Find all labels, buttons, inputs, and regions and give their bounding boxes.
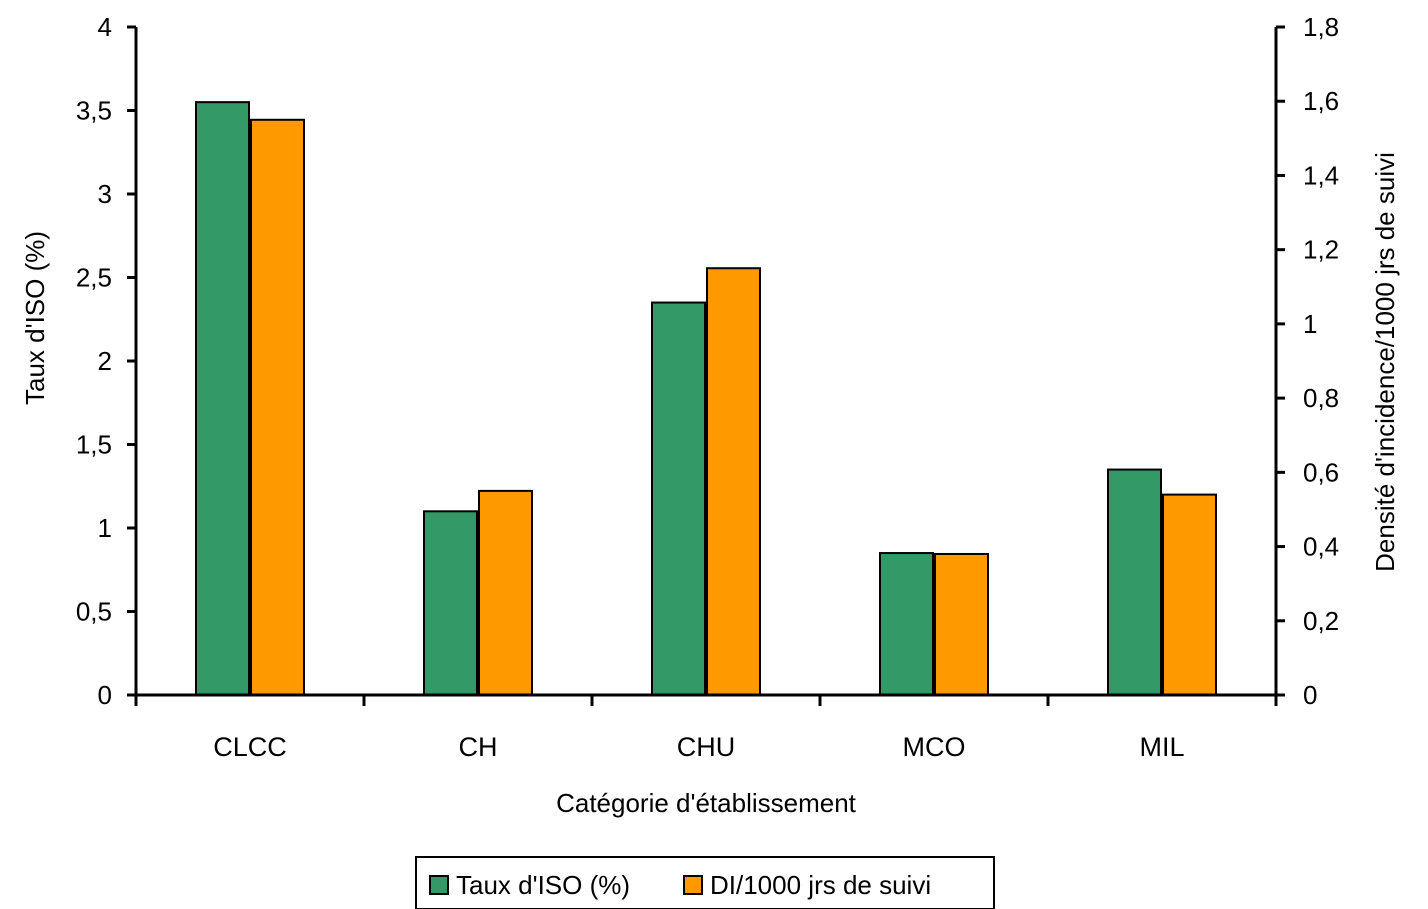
bar-di-clcc (250, 118, 305, 697)
y-tick-label: 4 (98, 12, 112, 42)
bar-iso-ch (423, 510, 478, 696)
y-tick-label: 2,5 (76, 263, 112, 293)
y-tick-label: 0,5 (76, 597, 112, 627)
y2-tick-label: 1,2 (1303, 235, 1339, 265)
bar-iso-mco (879, 552, 934, 696)
y2-tick-label: 1,6 (1303, 86, 1339, 116)
bar-di-mil (1162, 493, 1217, 696)
plot-area: 0 0,5 1 1,5 2 2,5 3 3,5 4 0 0,2 0,4 0,6 0,8 1 1,2 1,4 1,6… (76, 12, 1339, 762)
x-tick-label: MIL (1139, 732, 1184, 762)
legend-swatch-iso (429, 875, 449, 895)
legend: Taux d'ISO (%) DI/1000 jrs de suivi (415, 856, 995, 909)
y-tick-label: 1,5 (76, 430, 112, 460)
y-tick-label: 3,5 (76, 96, 112, 126)
y-tick-label: 0 (98, 680, 112, 710)
y2-tick-label: 0,4 (1303, 532, 1339, 562)
x-tick-label: CHU (677, 732, 736, 762)
y2-tick-label: 0,8 (1303, 383, 1339, 413)
y2-tick-label: 1,8 (1303, 12, 1339, 42)
bar-di-chu (706, 267, 761, 696)
y2-tick-label: 1,4 (1303, 160, 1339, 190)
y-axis-title: Taux d'ISO (%) (20, 231, 50, 405)
x-tick-label: CLCC (213, 732, 287, 762)
x-axis-title: Catégorie d'établissement (556, 788, 857, 818)
y2-tick-label: 0 (1303, 680, 1317, 710)
legend-box (415, 856, 995, 909)
bar-iso-chu (651, 301, 706, 696)
legend-label-di: DI/1000 jrs de suivi (710, 870, 931, 900)
legend-swatch-di (683, 875, 703, 895)
x-tick-label: CH (459, 732, 498, 762)
bar-di-ch (478, 489, 533, 696)
y2-tick-label: 0,6 (1303, 457, 1339, 487)
x-tick-label: MCO (903, 732, 966, 762)
y2-axis-title: Densité d'incidence/1000 jrs de suivi (1370, 152, 1400, 572)
y-tick-label: 2 (98, 346, 112, 376)
bar-di-mco (934, 552, 989, 696)
y2-tick-label: 1 (1303, 309, 1317, 339)
legend-label-iso: Taux d'ISO (%) (456, 870, 630, 900)
bar-iso-clcc (195, 101, 250, 696)
y-tick-label: 3 (98, 179, 112, 209)
bar-iso-mil (1107, 468, 1162, 696)
y2-tick-label: 0,2 (1303, 606, 1339, 636)
y-tick-label: 1 (98, 513, 112, 543)
